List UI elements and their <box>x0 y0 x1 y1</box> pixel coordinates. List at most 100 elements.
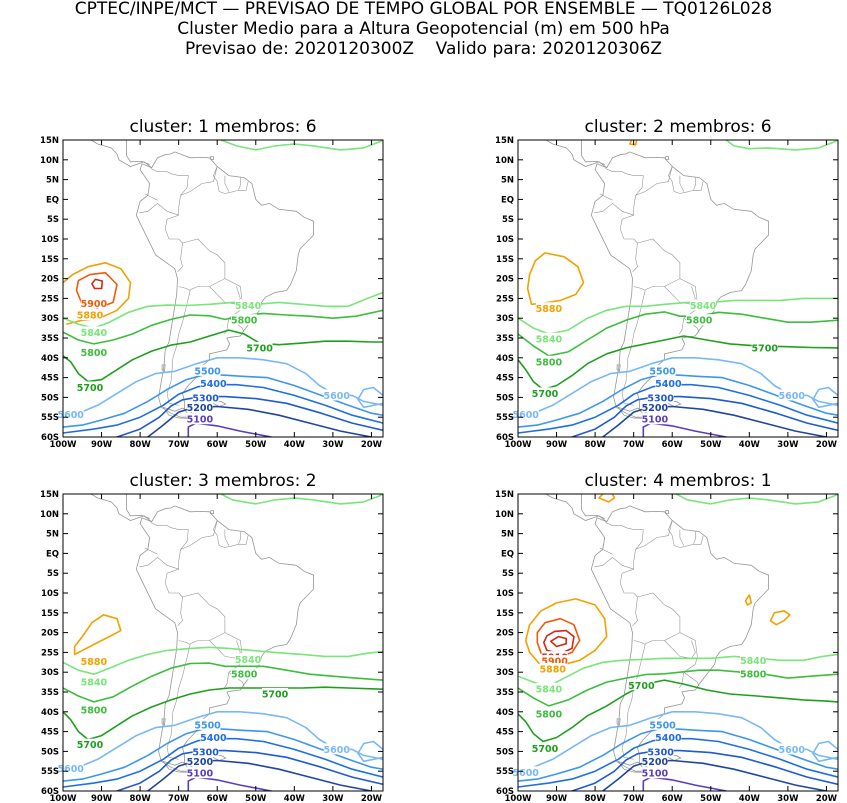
country-border <box>679 175 685 192</box>
lat-label: 25S <box>41 648 59 658</box>
central-america-coast-east <box>125 494 150 519</box>
country-border <box>139 203 179 216</box>
lon-label: 50W <box>245 440 267 450</box>
country-border <box>166 286 191 406</box>
contour-line-5840 <box>518 297 838 335</box>
island <box>665 156 670 160</box>
contour-label: 5100 <box>642 415 669 426</box>
contour-label: 5400 <box>655 379 682 390</box>
contour-label-bg <box>655 377 682 389</box>
contour-label-bg <box>246 341 273 353</box>
contour-label-bg <box>76 309 103 321</box>
lat-label: 50S <box>496 393 514 403</box>
contour-label: 5700 <box>262 689 289 700</box>
country-border <box>668 520 696 548</box>
contour-label-bg <box>80 326 107 338</box>
country-border <box>599 547 613 555</box>
island <box>161 364 166 373</box>
country-border <box>164 166 218 273</box>
country-border <box>679 529 685 546</box>
south-america-coast <box>590 151 769 418</box>
contour-label-bg <box>192 746 219 758</box>
lat-label: 45S <box>496 374 514 384</box>
continent-outline <box>90 140 314 419</box>
lat-label: 10S <box>41 589 59 599</box>
contour-label-bg <box>778 743 805 755</box>
lat-label: 35S <box>496 334 514 344</box>
lon-label: 30W <box>322 440 344 450</box>
contour-line-5600 <box>357 386 383 409</box>
country-border <box>224 175 230 192</box>
contour-line-5600 <box>812 386 838 409</box>
lat-label: 15S <box>496 255 514 265</box>
lat-label: 10N <box>40 510 59 520</box>
contour-label-bg <box>647 392 674 404</box>
lat-label: 5N <box>501 176 514 186</box>
lon-label: 20W <box>361 794 383 803</box>
lat-label: 10S <box>496 235 514 245</box>
lat-label: 30S <box>41 668 59 678</box>
lat-label: 15S <box>496 609 514 619</box>
lat-label: 30S <box>496 668 514 678</box>
contour-label: 5100 <box>187 769 214 780</box>
contour-label: 5840 <box>235 655 262 666</box>
contour-label-bg <box>76 381 103 393</box>
contour-label: 5840 <box>235 301 262 312</box>
contour-label-bg <box>80 704 107 716</box>
central-america-coast <box>545 140 607 169</box>
contour-line-5880 <box>526 252 585 306</box>
contour-line-5600 <box>812 740 838 763</box>
contour-label-bg <box>778 389 805 401</box>
contour-label: 5500 <box>649 366 676 377</box>
contour-label: 5400 <box>200 733 227 744</box>
contour-label: 5300 <box>192 748 219 759</box>
lon-label: 90W <box>546 794 568 803</box>
contour-label-bg <box>751 341 778 353</box>
contour-line-5910 <box>543 629 575 655</box>
lon-label: 70W <box>623 440 645 450</box>
contour-label-bg <box>80 346 107 358</box>
lon-label: 90W <box>91 794 113 803</box>
contour-label-bg <box>655 731 682 743</box>
contour-label: 5200 <box>642 403 669 414</box>
contour-label: 5600 <box>324 391 351 402</box>
contour-label: 5500 <box>194 720 221 731</box>
island <box>616 718 621 727</box>
contour-label-bg <box>641 401 668 413</box>
contour-label: 5200 <box>642 757 669 768</box>
contour-label-bg <box>628 679 655 691</box>
contour-label-bg <box>186 755 213 767</box>
island <box>161 718 166 727</box>
lat-label: 20S <box>41 629 59 639</box>
contour-line-5800 <box>63 309 383 345</box>
contour-label: 5880 <box>77 311 104 322</box>
lat-label: 25S <box>41 294 59 304</box>
country-border <box>182 592 226 644</box>
contour-label-bg <box>531 742 558 754</box>
lat-label: EQ <box>501 195 514 205</box>
lon-label: 20W <box>361 440 383 450</box>
contour-label: 5800 <box>231 316 258 327</box>
contour-line-5840 <box>518 653 838 687</box>
contour-label-bg <box>541 655 568 667</box>
contour-line-5200 <box>147 405 373 437</box>
contour-label: 5600 <box>512 768 539 779</box>
lon-label: 60W <box>207 794 229 803</box>
central-america-coast-east <box>580 494 605 519</box>
contour-label: 5840 <box>690 301 717 312</box>
contour-label: 5840 <box>81 328 108 339</box>
lat-label: 20S <box>496 629 514 639</box>
lon-label: 60W <box>207 440 229 450</box>
contour-line-5600 <box>357 740 383 763</box>
contour-line-5880 <box>73 614 122 656</box>
country-border <box>605 168 644 196</box>
contour-line-5840 <box>63 291 383 329</box>
country-border <box>619 166 673 273</box>
lon-label: 30W <box>322 794 344 803</box>
lat-label: 50S <box>41 747 59 757</box>
country-border <box>238 181 249 191</box>
lat-label: 25S <box>496 294 514 304</box>
lon-label: 40W <box>284 794 306 803</box>
contour-line-5800 <box>518 311 838 357</box>
contour-line-5100 <box>642 776 727 791</box>
